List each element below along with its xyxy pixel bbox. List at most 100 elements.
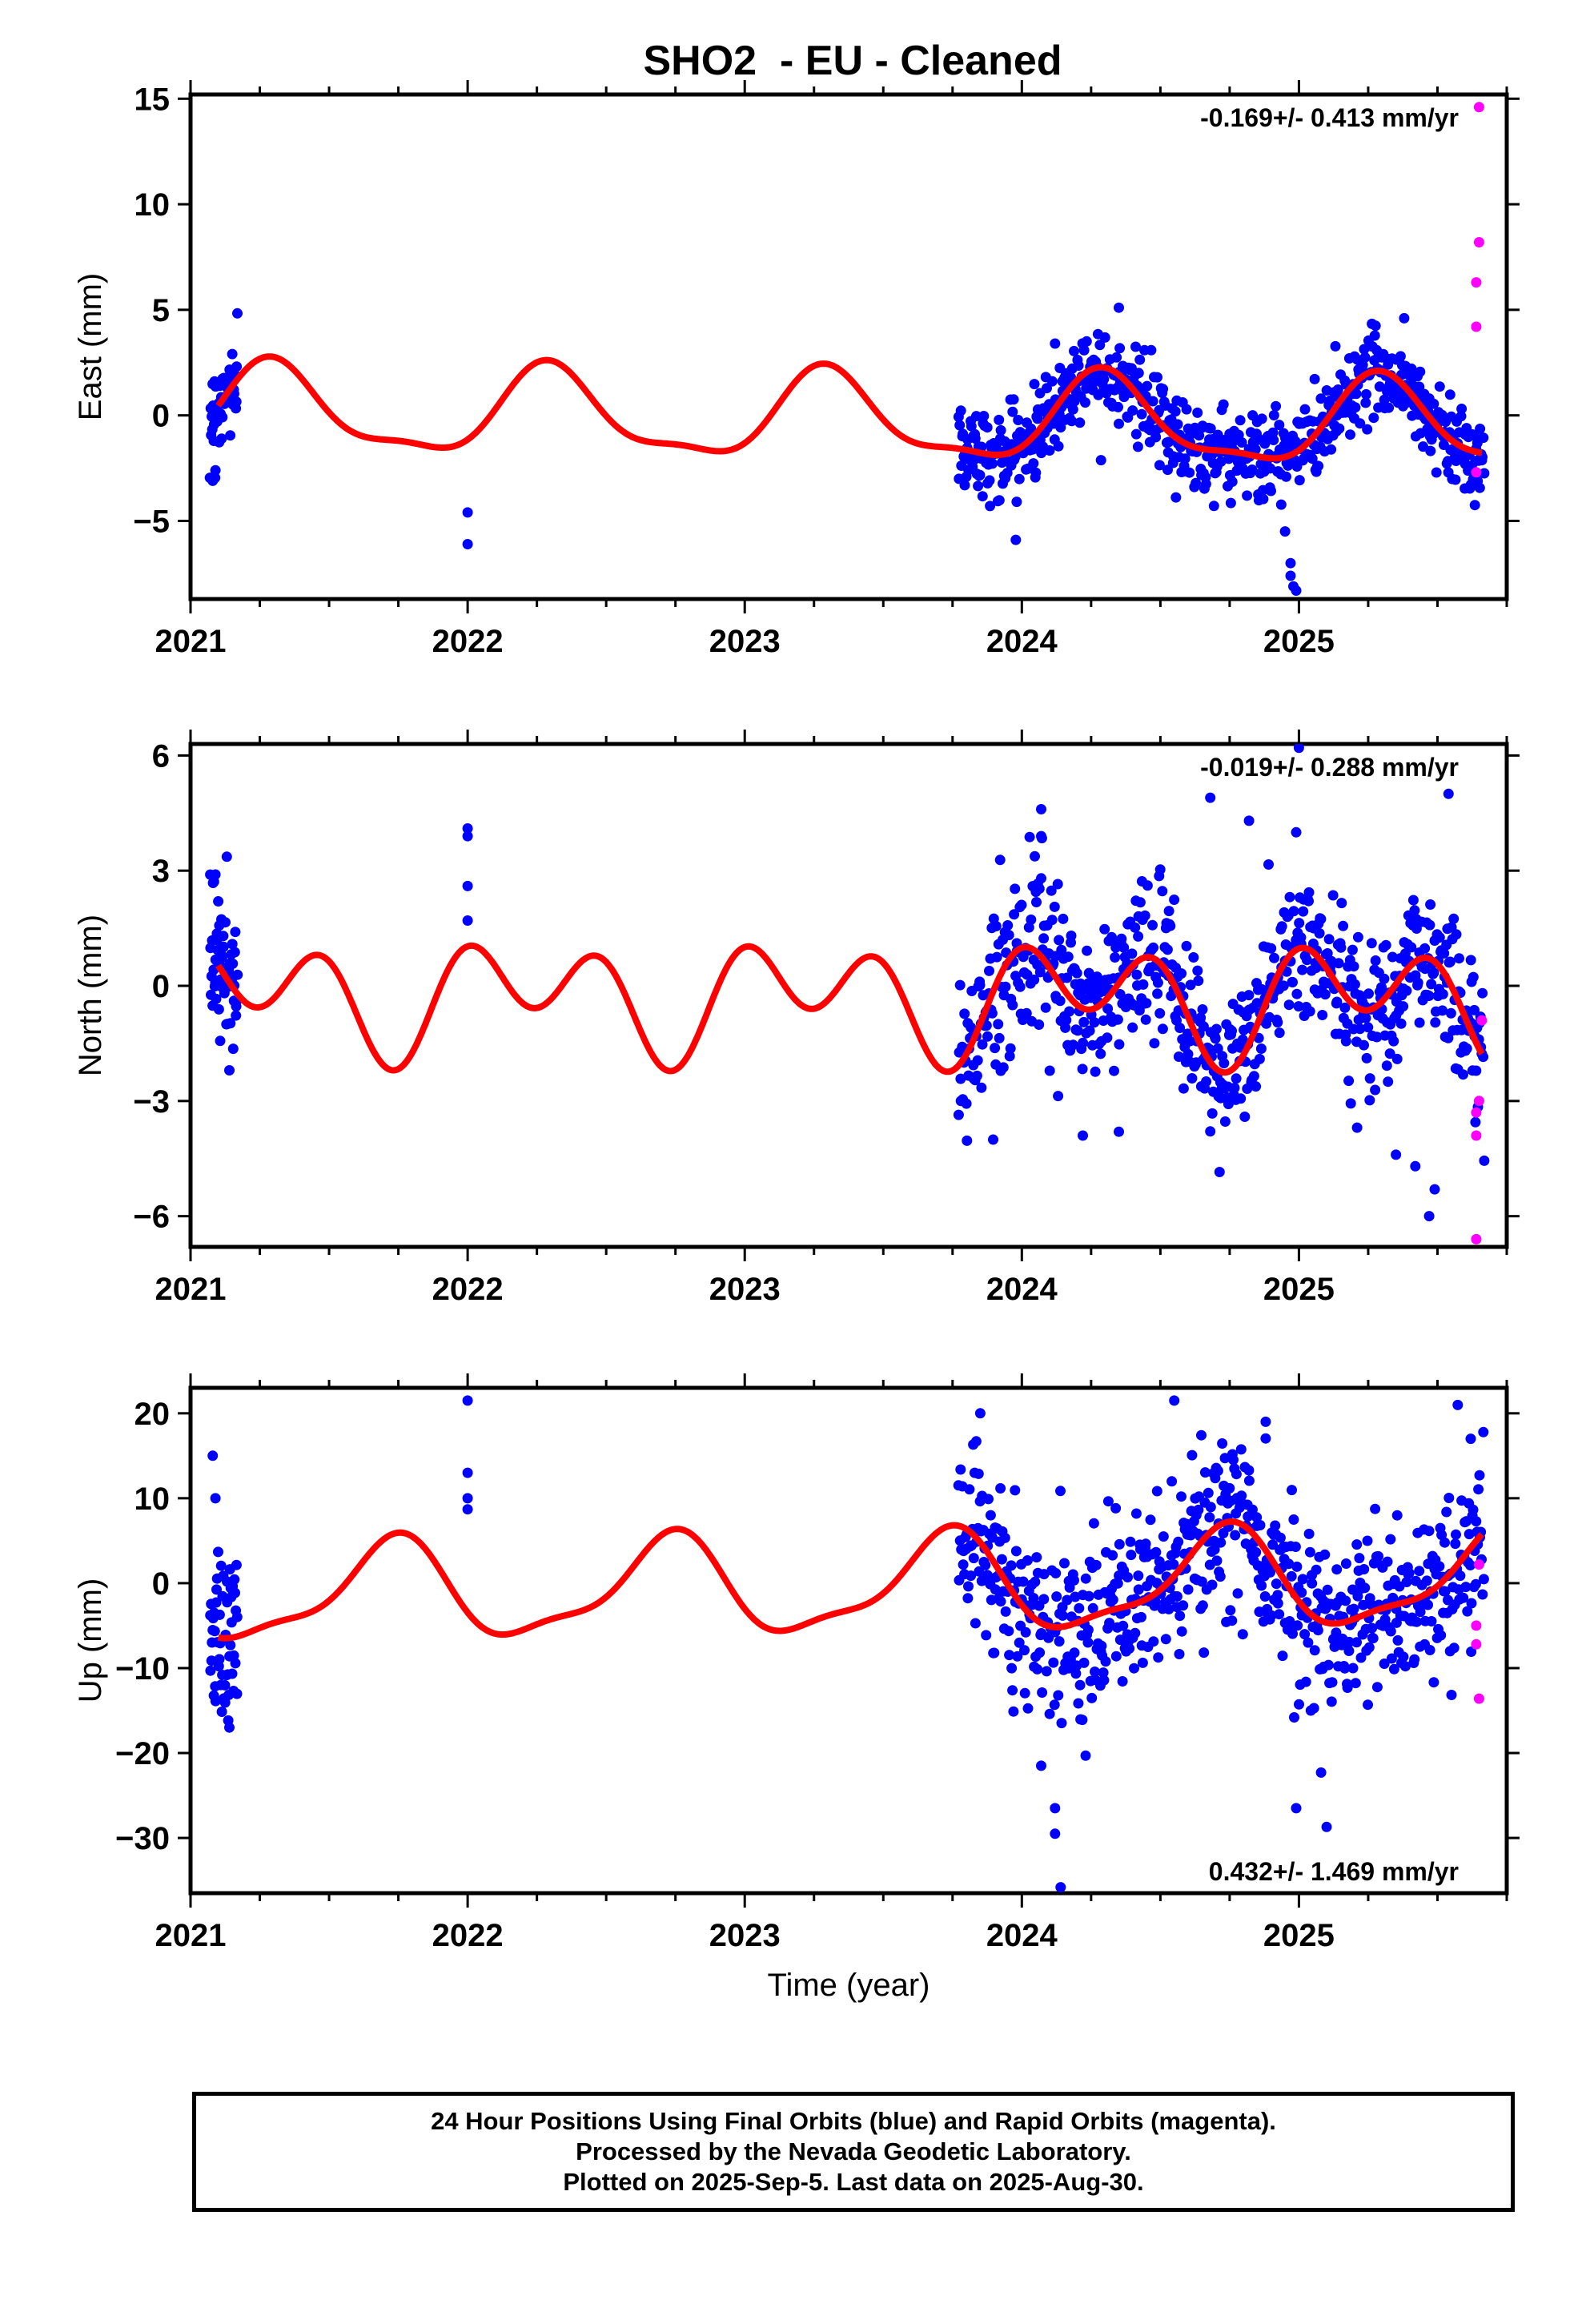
- final-orbit-point: [1044, 445, 1055, 456]
- final-orbit-point: [1288, 1514, 1299, 1525]
- final-orbit-point: [1110, 1651, 1122, 1662]
- final-orbit-point: [1460, 458, 1471, 469]
- final-orbit-point: [1370, 1084, 1381, 1096]
- final-orbit-point: [955, 1464, 966, 1475]
- final-orbit-point: [1056, 944, 1067, 955]
- rapid-orbit-point: [1476, 1015, 1488, 1026]
- final-orbit-point: [1062, 951, 1074, 963]
- final-orbit-point: [1018, 1576, 1029, 1587]
- final-orbit-point: [1423, 1211, 1435, 1222]
- final-orbit-point: [1395, 1018, 1407, 1029]
- final-orbit-point: [1281, 471, 1291, 482]
- final-orbit-point: [1374, 381, 1385, 392]
- final-orbit-point: [966, 420, 977, 432]
- final-orbit-point: [1272, 1017, 1283, 1028]
- final-orbit-point: [1271, 1578, 1282, 1590]
- final-orbit-point: [988, 1134, 998, 1145]
- final-orbit-point: [1223, 453, 1235, 464]
- final-orbit-point: [1340, 1558, 1351, 1569]
- final-orbit-point: [1126, 948, 1138, 959]
- final-orbit-point: [225, 430, 236, 441]
- y-tick-label: 0: [152, 399, 170, 434]
- final-orbit-point: [1057, 1610, 1068, 1621]
- final-orbit-point: [1304, 1006, 1315, 1017]
- final-orbit-point: [1071, 967, 1082, 979]
- final-orbit-point: [1460, 1582, 1472, 1593]
- final-orbit-point: [1052, 879, 1063, 890]
- final-orbit-point: [210, 464, 221, 476]
- final-orbit-point: [1419, 943, 1431, 954]
- final-orbit-point: [1141, 998, 1152, 1009]
- final-orbit-point: [1426, 1616, 1437, 1626]
- final-orbit-point: [1030, 1576, 1041, 1587]
- final-orbit-point: [998, 1062, 1009, 1073]
- final-orbit-point: [1470, 1116, 1481, 1128]
- final-orbit-point: [1291, 826, 1302, 838]
- final-orbit-point: [217, 952, 227, 963]
- final-orbit-point: [1461, 1043, 1472, 1054]
- final-orbit-point: [1152, 988, 1163, 999]
- final-orbit-point: [1069, 345, 1079, 356]
- final-orbit-point: [1095, 1048, 1106, 1059]
- final-orbit-point: [1430, 1017, 1441, 1028]
- final-orbit-point: [1158, 1531, 1169, 1542]
- final-orbit-point: [1157, 1023, 1168, 1035]
- final-orbit-point: [1173, 1051, 1184, 1062]
- final-orbit-point: [224, 1722, 235, 1733]
- final-orbit-point: [1231, 1073, 1242, 1084]
- final-orbit-point: [982, 1570, 993, 1581]
- final-orbit-point: [1014, 1637, 1025, 1648]
- final-orbit-point: [1368, 412, 1379, 424]
- final-orbit-point: [1354, 1553, 1365, 1564]
- final-orbit-point: [210, 869, 221, 880]
- final-orbit-point: [1209, 1544, 1220, 1555]
- final-orbit-point: [1398, 1651, 1409, 1663]
- final-orbit-point: [1308, 1703, 1319, 1714]
- final-orbit-point: [1174, 1649, 1185, 1659]
- final-orbit-point: [1287, 977, 1298, 987]
- final-orbit-point: [207, 1450, 219, 1462]
- final-orbit-point: [213, 1546, 223, 1558]
- final-orbit-point: [1005, 1043, 1016, 1054]
- final-orbit-point: [1419, 963, 1431, 975]
- final-orbit-point: [1048, 1657, 1059, 1668]
- y-tick-label: −6: [133, 1200, 170, 1235]
- final-orbit-point: [1041, 1666, 1052, 1677]
- final-orbit-point: [1439, 1586, 1451, 1597]
- final-orbit-point: [1470, 1578, 1481, 1590]
- final-orbit-point: [1326, 444, 1337, 455]
- final-orbit-point: [1225, 1605, 1236, 1616]
- final-orbit-point: [984, 965, 994, 976]
- rapid-orbit-point: [1471, 1233, 1482, 1244]
- final-orbit-point: [1013, 415, 1024, 425]
- final-orbit-point: [1411, 1616, 1423, 1627]
- final-orbit-point: [1315, 914, 1327, 925]
- final-orbit-point: [1054, 935, 1065, 946]
- final-orbit-point: [1205, 423, 1216, 434]
- final-orbit-point: [996, 1554, 1007, 1565]
- final-orbit-point: [231, 1010, 242, 1021]
- rapid-orbit-point: [1473, 102, 1484, 113]
- y-tick-label: 0: [152, 969, 170, 1004]
- final-orbit-point: [1456, 411, 1467, 422]
- final-orbit-point: [1446, 1690, 1457, 1700]
- final-orbit-point: [1274, 420, 1285, 431]
- final-orbit-point: [1134, 354, 1146, 365]
- final-orbit-point: [1009, 909, 1020, 920]
- final-orbit-point: [1186, 1449, 1198, 1461]
- final-orbit-point: [1114, 343, 1126, 354]
- final-orbit-point: [216, 1707, 227, 1717]
- final-orbit-point: [1451, 929, 1462, 940]
- final-orbit-point: [1051, 1591, 1062, 1602]
- final-orbit-point: [1327, 1677, 1338, 1688]
- final-orbit-point: [1376, 982, 1387, 993]
- final-orbit-point: [231, 1611, 243, 1622]
- final-orbit-point: [1448, 913, 1460, 924]
- final-orbit-point: [1299, 404, 1311, 415]
- final-orbit-point: [1204, 1512, 1215, 1523]
- final-orbit-point: [1154, 1007, 1166, 1019]
- final-orbit-point: [210, 1695, 221, 1707]
- final-orbit-point: [1114, 418, 1124, 429]
- final-orbit-point: [462, 1395, 473, 1406]
- final-orbit-point: [1110, 1502, 1122, 1514]
